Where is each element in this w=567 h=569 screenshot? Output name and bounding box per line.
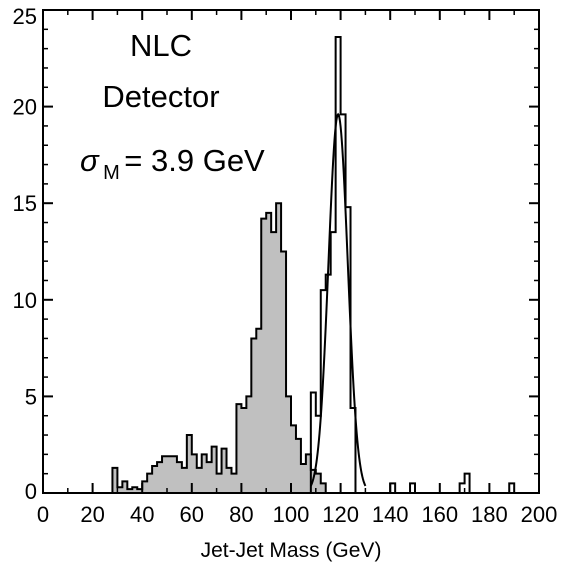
- x-tick-label-5: 100: [273, 502, 310, 527]
- sigma-subscript: M: [103, 162, 120, 184]
- y-tick-label-5: 25: [13, 4, 37, 29]
- x-tick-label-4: 80: [229, 502, 253, 527]
- outline-series-line: [309, 36, 520, 494]
- y-tick-label-0: 0: [25, 479, 37, 504]
- x-tick-label-9: 180: [471, 502, 508, 527]
- filled-series-area: [112, 203, 326, 493]
- axis-ticks: [42, 9, 540, 494]
- filled-series-outline: [111, 202, 327, 493]
- x-tick-label-0: 0: [37, 502, 49, 527]
- x-tick-label-10: 200: [521, 502, 558, 527]
- y-tick-labels: 0 5 10 15 20 25: [13, 4, 37, 504]
- x-tick-label-1: 20: [80, 502, 104, 527]
- gaussian-fit-curve: [309, 112, 367, 487]
- outline-histogram-series: [309, 36, 520, 494]
- x-tick-label-7: 140: [372, 502, 409, 527]
- annotation-line-2: Detector: [102, 79, 219, 114]
- y-tick-label-3: 15: [13, 191, 37, 216]
- annotation-line-1: NLC: [130, 28, 192, 63]
- sigma-annotation: σ M = 3.9 GeV: [80, 143, 265, 184]
- sigma-value: = 3.9 GeV: [124, 143, 265, 178]
- x-axis-title: Jet-Jet Mass (GeV): [201, 539, 382, 562]
- y-tick-label-1: 5: [25, 384, 37, 409]
- x-tick-labels: 0 20 40 60 80 100 120 140 160 180 200: [37, 502, 557, 527]
- sigma-symbol: σ: [80, 143, 100, 178]
- x-tick-label-2: 40: [130, 502, 154, 527]
- x-tick-label-6: 120: [322, 502, 359, 527]
- y-tick-label-2: 10: [13, 288, 37, 313]
- x-tick-label-8: 160: [421, 502, 458, 527]
- y-tick-label-4: 20: [13, 95, 37, 120]
- filled-histogram-series: [111, 202, 327, 493]
- x-tick-label-3: 60: [180, 502, 204, 527]
